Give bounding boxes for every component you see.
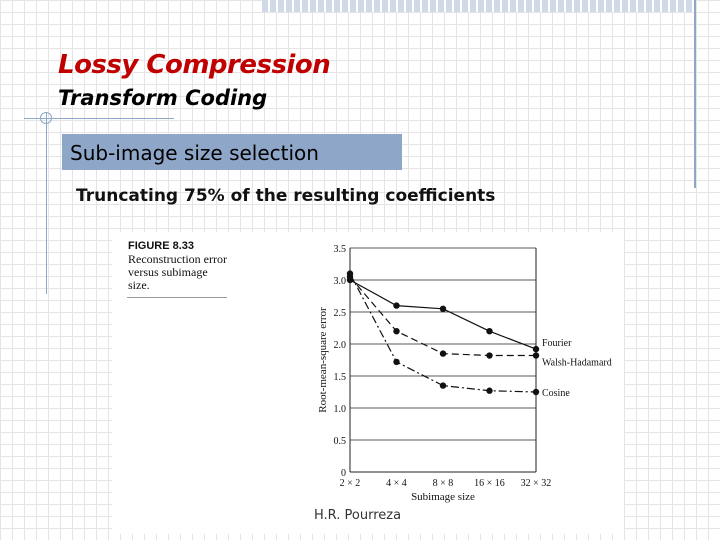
x-tick-label: 32 × 32 — [521, 478, 552, 489]
y-tick-label: 2.0 — [334, 340, 347, 351]
y-tick-label: 1.5 — [334, 372, 347, 383]
figure-panel — [112, 232, 624, 534]
right-decor-line — [694, 0, 696, 188]
data-point — [439, 350, 447, 357]
series-line-cosine — [349, 273, 537, 393]
series-line-fourier — [349, 279, 537, 350]
x-tick-label: 4 × 4 — [386, 478, 407, 489]
data-point — [393, 302, 400, 309]
data-point — [532, 388, 540, 396]
figure-number: FIGURE 8.33 — [128, 240, 195, 252]
y-tick-label: 1.0 — [334, 404, 347, 415]
slide-title: Lossy Compression — [58, 50, 331, 80]
data-point — [486, 352, 493, 359]
top-decor-bar — [262, 0, 696, 12]
crosshair-circle — [40, 112, 52, 124]
title-underline — [24, 118, 174, 119]
data-point — [486, 387, 493, 394]
bullet-text: Truncating 75% of the resulting coeffici… — [76, 186, 496, 206]
x-tick-label: 2 × 2 — [340, 478, 361, 489]
x-axis-label: Subimage size — [411, 491, 475, 503]
slide-subtitle: Transform Coding — [58, 86, 268, 110]
figure-caption-rule — [127, 297, 227, 298]
data-point — [346, 270, 354, 277]
data-point — [532, 345, 540, 353]
data-point — [532, 352, 540, 359]
y-axis-label: Root-mean-square error — [317, 307, 329, 413]
rmse-chart: 0 0.5 1.0 1.5 2.0 2.5 3.0 3.5 2 × 2 4 × 4 8 × 8 16 … — [317, 244, 612, 503]
x-tick-label: 8 × 8 — [433, 478, 454, 489]
data-point — [439, 382, 447, 389]
y-tick-label: 3.0 — [334, 276, 347, 287]
data-point — [486, 328, 493, 335]
y-tick-label: 0.5 — [334, 436, 347, 447]
data-point — [393, 358, 400, 366]
footer-author: H.R. Pourreza — [314, 508, 402, 523]
series-label: Fourier — [542, 338, 572, 349]
series-label: Walsh-Hadamard — [542, 358, 612, 369]
series-label: Cosine — [542, 388, 570, 399]
figure-description: Reconstruction error versus subimage siz… — [128, 252, 227, 292]
left-decor-line — [46, 112, 47, 294]
y-tick-label: 2.5 — [334, 308, 347, 319]
data-point — [439, 305, 447, 312]
section-heading: Sub-image size selection — [62, 134, 402, 170]
y-tick-label: 3.5 — [334, 244, 347, 255]
figure-caption: FIGURE 8.33 Reconstruction error versus … — [128, 240, 228, 292]
x-tick-label: 16 × 16 — [474, 478, 505, 489]
data-point — [393, 328, 400, 335]
y-tick-label: 0 — [341, 468, 346, 479]
